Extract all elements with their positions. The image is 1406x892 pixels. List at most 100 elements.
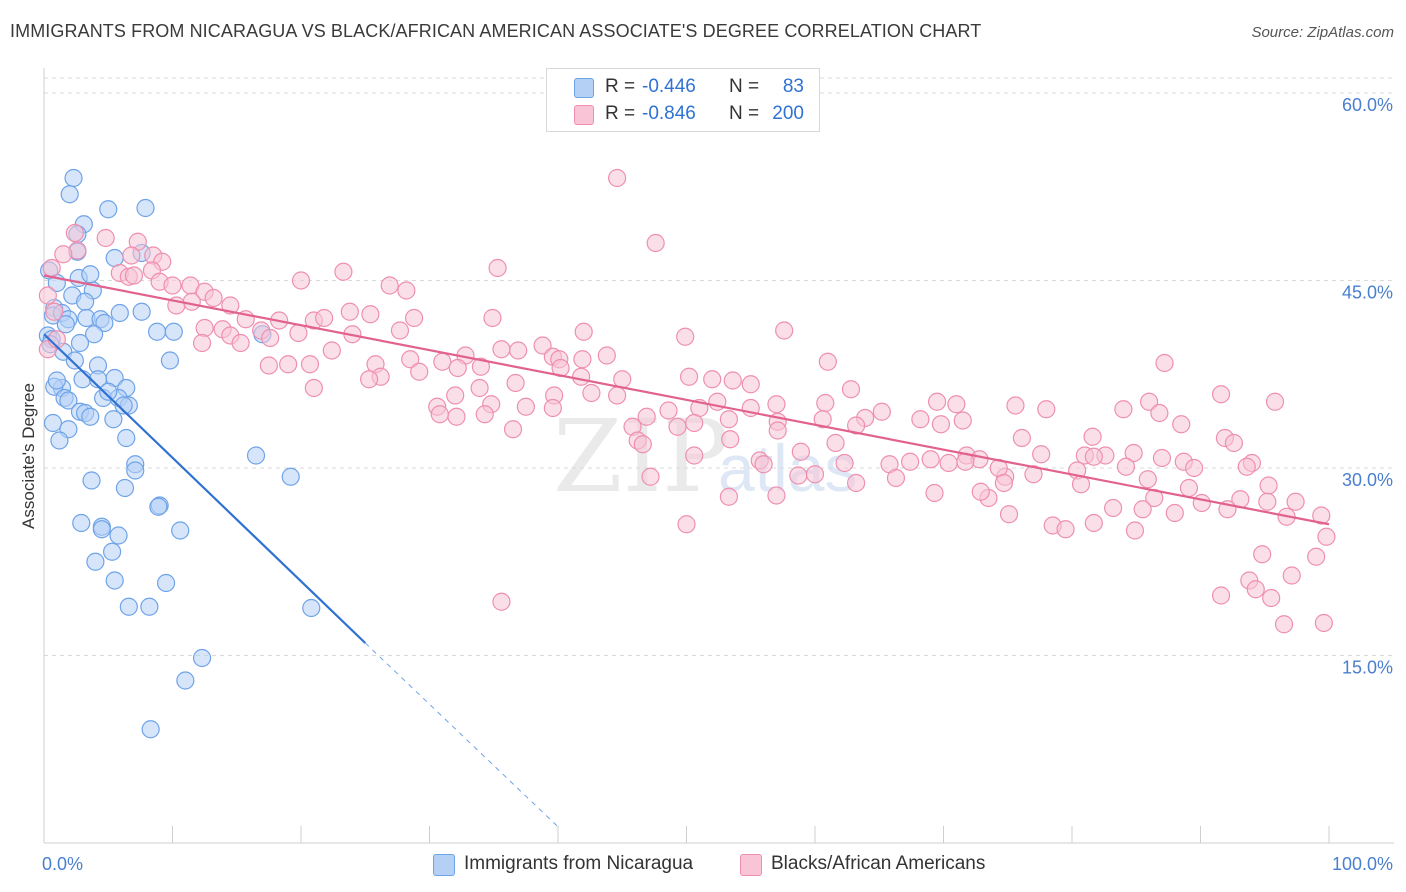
data-point <box>703 370 722 389</box>
data-point <box>768 421 787 440</box>
data-point <box>1253 545 1272 564</box>
tick-labels: 15.0% 30.0% 45.0% 60.0% 0.0% 100.0% <box>42 95 1393 874</box>
data-point <box>1314 613 1333 633</box>
data-point <box>231 333 250 353</box>
legend-n-value: 200 <box>772 103 804 124</box>
data-point <box>163 276 182 295</box>
data-point <box>47 371 66 390</box>
data-point <box>835 453 854 473</box>
data-point <box>360 370 379 389</box>
data-point <box>1211 385 1231 404</box>
data-point <box>115 478 135 498</box>
data-point <box>54 245 73 264</box>
data-point <box>1224 433 1244 453</box>
data-point <box>390 321 410 340</box>
trend-lines <box>43 274 1330 828</box>
data-point <box>259 356 278 375</box>
data-point <box>921 450 940 469</box>
data-point <box>633 435 652 454</box>
data-point <box>45 302 64 321</box>
data-point <box>126 461 145 480</box>
data-point <box>1037 400 1056 419</box>
data-point <box>1116 457 1136 476</box>
data-point <box>86 552 105 571</box>
data-point <box>410 362 429 381</box>
data-point <box>50 431 69 450</box>
data-point <box>291 271 311 290</box>
data-point <box>96 228 115 248</box>
legend-r-value: -0.446 <box>642 76 696 97</box>
data-point <box>1307 547 1326 566</box>
data-point <box>117 428 136 448</box>
data-point <box>641 467 660 486</box>
data-point <box>953 411 972 430</box>
data-point <box>1032 445 1051 464</box>
data-point <box>1125 521 1145 540</box>
data-point <box>119 597 138 616</box>
data-point <box>826 433 845 453</box>
data-point <box>70 333 90 353</box>
data-point <box>1262 588 1281 608</box>
legend-n-label: N = <box>729 76 760 97</box>
data-point <box>872 402 891 421</box>
data-point <box>261 328 280 348</box>
data-point <box>471 357 490 376</box>
data-point <box>939 453 958 473</box>
y-tick-label: 45.0% <box>1342 283 1393 303</box>
data-point <box>685 413 704 433</box>
data-point <box>470 378 489 398</box>
data-point <box>147 322 167 341</box>
data-point <box>994 473 1013 493</box>
x-tick-label: 0.0% <box>42 854 83 874</box>
data-point <box>182 292 201 311</box>
data-point <box>1259 476 1278 495</box>
data-point <box>789 466 808 485</box>
data-point <box>1083 427 1102 446</box>
data-point <box>1312 506 1331 525</box>
data-point <box>767 395 786 414</box>
data-point <box>99 382 118 401</box>
data-point <box>304 378 323 398</box>
data-point <box>1139 392 1159 411</box>
legend-swatch-blue <box>574 78 594 98</box>
data-point <box>1152 448 1172 468</box>
data-point <box>488 258 507 278</box>
data-point <box>1172 415 1191 434</box>
y-tick-label: 15.0% <box>1342 658 1393 678</box>
y-tick-label: 30.0% <box>1342 470 1393 490</box>
data-point <box>141 720 160 739</box>
data-point <box>543 398 562 418</box>
legend-label: Blacks/African Americans <box>771 853 986 874</box>
data-point <box>132 302 151 321</box>
series-blacks-african-americans <box>38 168 1336 634</box>
data-point <box>841 380 861 399</box>
data-point <box>92 520 111 539</box>
data-point <box>1317 527 1336 546</box>
data-point <box>300 355 320 374</box>
trend-line <box>43 274 1330 526</box>
chart-title: IMMIGRANTS FROM NICARAGUA VS BLACK/AFRIC… <box>10 21 982 41</box>
data-point <box>334 262 353 281</box>
data-point <box>176 671 195 690</box>
legend-n-value: 83 <box>782 76 804 97</box>
source-credit: Source: ZipAtlas.com <box>1251 24 1394 41</box>
data-point <box>404 308 424 328</box>
data-point <box>582 383 601 403</box>
data-point <box>81 407 100 426</box>
data-point <box>105 571 124 590</box>
data-point <box>574 322 593 341</box>
legend-r-label: R = <box>605 103 636 124</box>
data-point <box>911 410 930 429</box>
data-point <box>818 352 837 371</box>
data-point <box>446 386 465 405</box>
data-point <box>122 246 141 265</box>
data-point <box>281 467 300 486</box>
data-point <box>483 308 502 328</box>
data-point <box>1237 457 1256 476</box>
data-point <box>516 397 535 416</box>
data-point <box>637 407 656 426</box>
data-point <box>322 341 341 360</box>
data-point <box>109 526 128 545</box>
data-point <box>99 200 118 219</box>
data-point <box>56 315 75 334</box>
